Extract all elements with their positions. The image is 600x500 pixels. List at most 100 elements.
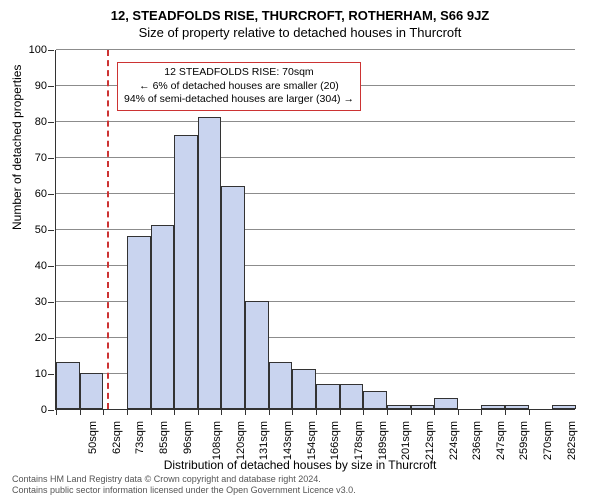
x-tick xyxy=(363,409,364,415)
bar xyxy=(56,362,80,409)
annotation-line-2: ← 6% of detached houses are smaller (20) xyxy=(124,80,354,94)
annotation-box: 12 STEADFOLDS RISE: 70sqm ← 6% of detach… xyxy=(117,62,361,111)
y-tick xyxy=(48,122,54,123)
x-tick-label: 120sqm xyxy=(235,421,247,460)
x-tick xyxy=(458,409,459,415)
y-tick-label: 90 xyxy=(17,80,47,92)
bar xyxy=(292,369,316,409)
grid-line xyxy=(56,157,575,158)
x-tick-label: 247sqm xyxy=(495,421,507,460)
x-tick xyxy=(103,409,104,415)
x-tick-label: 154sqm xyxy=(306,421,318,460)
bar xyxy=(340,384,364,409)
x-tick-label: 62sqm xyxy=(111,421,123,454)
reference-line xyxy=(107,50,110,409)
grid-line xyxy=(56,193,575,194)
bar xyxy=(127,236,151,409)
y-tick-label: 40 xyxy=(17,260,47,272)
y-tick xyxy=(48,194,54,195)
x-tick-label: 85sqm xyxy=(158,421,170,454)
x-tick xyxy=(505,409,506,415)
y-tick-label: 60 xyxy=(17,188,47,200)
y-tick xyxy=(48,158,54,159)
x-tick-label: 259sqm xyxy=(519,421,531,460)
annotation-line-3: 94% of semi-detached houses are larger (… xyxy=(124,93,354,107)
bar xyxy=(221,186,245,409)
x-tick-label: 108sqm xyxy=(211,421,223,460)
x-tick xyxy=(434,409,435,415)
chart-area: 010203040506070809010050sqm62sqm73sqm85s… xyxy=(55,50,575,410)
y-tick-label: 50 xyxy=(17,224,47,236)
chart-container: 12, STEADFOLDS RISE, THURCROFT, ROTHERHA… xyxy=(0,0,600,500)
y-tick xyxy=(48,338,54,339)
x-tick-label: 131sqm xyxy=(259,421,271,460)
y-tick-label: 20 xyxy=(17,332,47,344)
footer-line-2: Contains public sector information licen… xyxy=(12,485,356,496)
bar xyxy=(552,405,576,409)
x-tick-label: 189sqm xyxy=(377,421,389,460)
bar xyxy=(80,373,104,409)
bar xyxy=(434,398,458,409)
x-tick-label: 270sqm xyxy=(542,421,554,460)
y-tick-label: 30 xyxy=(17,296,47,308)
annotation-line-1: 12 STEADFOLDS RISE: 70sqm xyxy=(124,66,354,80)
bar xyxy=(363,391,387,409)
bar xyxy=(151,225,175,409)
x-tick-label: 166sqm xyxy=(330,421,342,460)
page-subtitle: Size of property relative to detached ho… xyxy=(0,23,600,40)
bar xyxy=(316,384,340,409)
x-tick xyxy=(80,409,81,415)
x-tick-label: 73sqm xyxy=(134,421,146,454)
x-tick xyxy=(387,409,388,415)
x-tick xyxy=(198,409,199,415)
x-tick-label: 178sqm xyxy=(353,421,365,460)
x-tick xyxy=(481,409,482,415)
x-tick xyxy=(221,409,222,415)
bar xyxy=(269,362,293,409)
bar xyxy=(174,135,198,409)
grid-line xyxy=(56,121,575,122)
x-tick xyxy=(529,409,530,415)
y-tick xyxy=(48,410,54,411)
y-tick xyxy=(48,50,54,51)
x-tick-label: 96sqm xyxy=(182,421,194,454)
footer-text: Contains HM Land Registry data © Crown c… xyxy=(12,474,356,496)
bar xyxy=(198,117,222,409)
y-tick xyxy=(48,86,54,87)
y-tick xyxy=(48,230,54,231)
y-tick-label: 80 xyxy=(17,116,47,128)
bar xyxy=(411,405,435,409)
x-tick xyxy=(245,409,246,415)
grid-line xyxy=(56,229,575,230)
x-tick xyxy=(269,409,270,415)
bar xyxy=(505,405,529,409)
bar xyxy=(481,405,505,409)
y-tick xyxy=(48,266,54,267)
x-tick-label: 236sqm xyxy=(471,421,483,460)
footer-line-1: Contains HM Land Registry data © Crown c… xyxy=(12,474,356,485)
x-tick-label: 201sqm xyxy=(400,421,412,460)
y-tick xyxy=(48,302,54,303)
y-tick-label: 70 xyxy=(17,152,47,164)
x-tick xyxy=(151,409,152,415)
x-tick xyxy=(292,409,293,415)
y-tick xyxy=(48,374,54,375)
x-tick xyxy=(411,409,412,415)
x-tick-label: 143sqm xyxy=(282,421,294,460)
x-tick xyxy=(316,409,317,415)
x-tick xyxy=(56,409,57,415)
x-tick xyxy=(174,409,175,415)
bar xyxy=(245,301,269,409)
y-tick-label: 100 xyxy=(17,44,47,56)
x-tick-label: 282sqm xyxy=(566,421,578,460)
x-tick-label: 50sqm xyxy=(87,421,99,454)
y-tick-label: 10 xyxy=(17,368,47,380)
y-tick-label: 0 xyxy=(17,404,47,416)
grid-line xyxy=(56,49,575,50)
x-axis-label: Distribution of detached houses by size … xyxy=(0,458,600,472)
page-title: 12, STEADFOLDS RISE, THURCROFT, ROTHERHA… xyxy=(0,0,600,23)
x-tick xyxy=(340,409,341,415)
x-tick-label: 224sqm xyxy=(448,421,460,460)
bar xyxy=(387,405,411,409)
x-tick-label: 212sqm xyxy=(424,421,436,460)
